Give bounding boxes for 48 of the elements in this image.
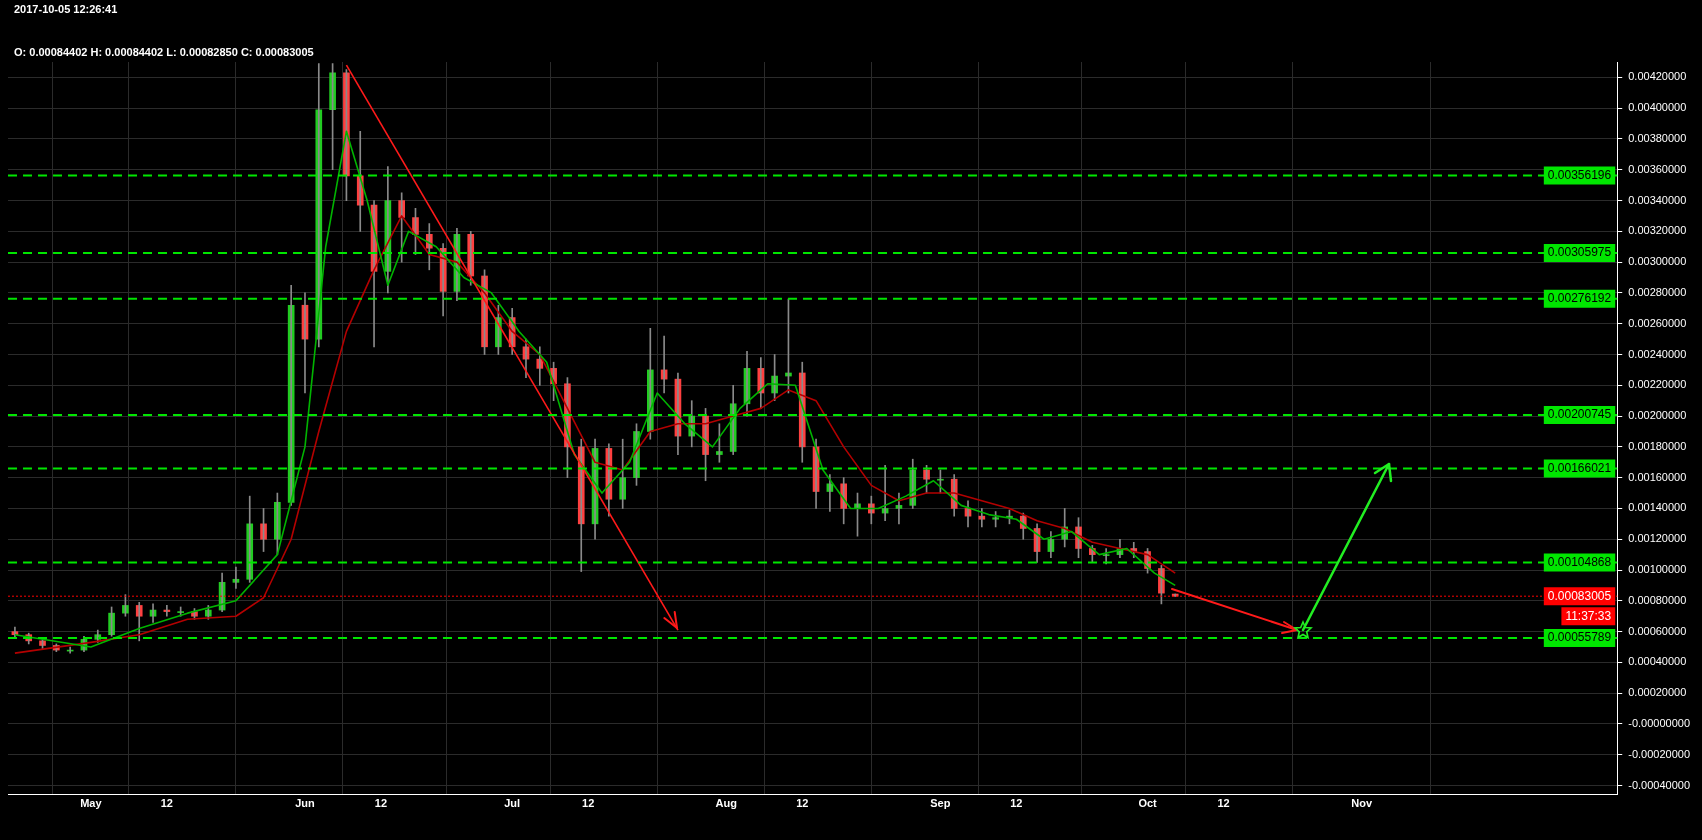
y-tick-label: 0.00340000	[1628, 193, 1687, 206]
x-tick-label: May	[80, 797, 103, 810]
y-tick-label: 0.00100000	[1628, 563, 1687, 576]
ref-line-label: 0.00055789	[1547, 630, 1612, 645]
y-tick-label: 0.00120000	[1628, 532, 1687, 545]
y-tick-label: 0.00060000	[1628, 624, 1687, 637]
y-tick-label: 0.00280000	[1628, 285, 1687, 298]
x-tick-label: Nov	[1351, 797, 1373, 810]
y-tick-label: 0.00140000	[1628, 501, 1687, 514]
y-tick-label: 0.00160000	[1628, 470, 1687, 483]
ref-line-label: 0.00083005	[1547, 588, 1612, 603]
x-tick-label: 12	[1217, 797, 1230, 810]
y-tick-label: 0.00020000	[1628, 686, 1687, 699]
y-tick-label: 0.00260000	[1628, 316, 1687, 329]
y-tick-label: 0.00380000	[1628, 132, 1687, 145]
y-tick-label: 0.00200000	[1628, 409, 1687, 422]
y-tick-label: 0.00360000	[1628, 162, 1687, 175]
x-tick-label: Sep	[930, 797, 951, 810]
x-tick-label: 12	[160, 797, 173, 810]
x-tick-label: Aug	[715, 797, 737, 810]
y-tick-label: 0.00240000	[1628, 347, 1687, 360]
ref-line-label: 0.00305975	[1547, 245, 1612, 260]
y-tick-label: 0.00220000	[1628, 378, 1687, 391]
x-tick-label: 12	[374, 797, 388, 810]
x-tick-label: Jun	[295, 797, 316, 810]
ref-line-label: 0.00166021	[1547, 460, 1612, 475]
y-tick-label: 0.00420000	[1628, 70, 1687, 83]
y-tick-label: 0.00040000	[1628, 655, 1687, 668]
x-tick-label: 12	[796, 797, 809, 810]
annotation: 11:37:33	[1565, 608, 1612, 623]
x-tick-label: 12	[1010, 797, 1023, 810]
ref-line-label: 0.00356196	[1547, 167, 1612, 182]
ref-line-label: 0.00104868	[1547, 554, 1612, 569]
x-tick-label: Oct	[1138, 797, 1158, 810]
ref-line-label: 0.00276192	[1547, 291, 1612, 306]
y-tick-label: 0.00300000	[1628, 255, 1687, 268]
y-tick-label: 0.00080000	[1628, 593, 1687, 606]
y-tick-label: 0.00320000	[1628, 224, 1687, 237]
ref-line-label: 0.00200745	[1547, 407, 1612, 422]
chart-title: 2017-10-05 12:26:41	[14, 3, 118, 15]
chart-subtitle: O: 0.00084402 H: 0.00084402 L: 0.00082850 C: 0.00083005	[14, 46, 314, 58]
y-tick-label: -0.00040000	[1628, 778, 1690, 791]
y-tick-label: -0.00020000	[1628, 747, 1690, 760]
y-tick-label: 0.00400000	[1628, 101, 1687, 114]
y-tick-label: 0.00180000	[1628, 439, 1687, 452]
x-tick-label: 12	[582, 797, 595, 810]
y-tick-label: -0.00000000	[1628, 717, 1690, 730]
x-tick-label: Jul	[504, 797, 521, 810]
